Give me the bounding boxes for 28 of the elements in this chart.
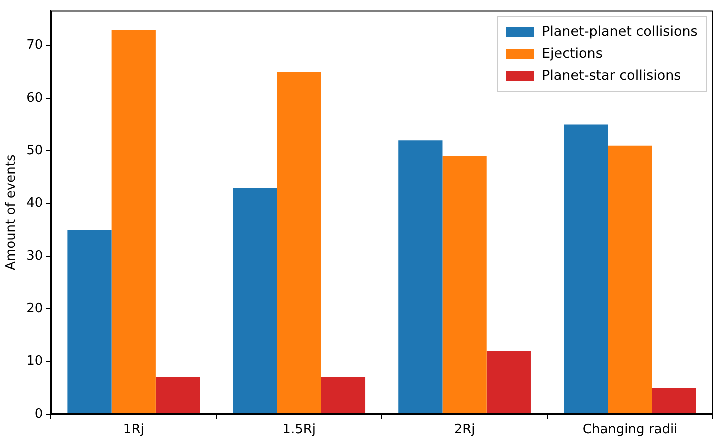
y-tick-label: 40 — [26, 196, 44, 212]
x-tick-label: 1.5Rj — [282, 422, 316, 438]
x-tick-label: 2Rj — [454, 422, 476, 438]
y-tick-label: 20 — [26, 301, 44, 316]
y-tick-label: 50 — [26, 144, 44, 158]
legend-label: Planet-star collisions — [542, 68, 682, 84]
bar — [608, 146, 652, 414]
y-tick-label: 60 — [26, 90, 44, 106]
bar — [564, 124, 608, 414]
bar — [277, 72, 322, 414]
bar — [442, 156, 487, 414]
y-axis-title: Amount of events — [4, 154, 20, 270]
bar — [486, 351, 531, 414]
y-tick-label: 0 — [34, 406, 44, 422]
y-tick-label: 70 — [26, 38, 44, 54]
bar — [156, 378, 200, 414]
bar — [321, 378, 366, 414]
bar — [68, 230, 112, 414]
x-tick-label: Changing radii — [582, 422, 678, 438]
bar — [112, 30, 156, 414]
legend-label: Planet-planet collisions — [542, 24, 698, 40]
bar — [652, 388, 696, 414]
bar — [233, 188, 278, 414]
y-tick-label: 30 — [26, 248, 44, 264]
y-tick-label: 10 — [26, 354, 44, 370]
legend-label: Ejections — [542, 46, 603, 62]
bar — [398, 140, 443, 414]
x-tick-label: 1Rj — [123, 422, 144, 438]
